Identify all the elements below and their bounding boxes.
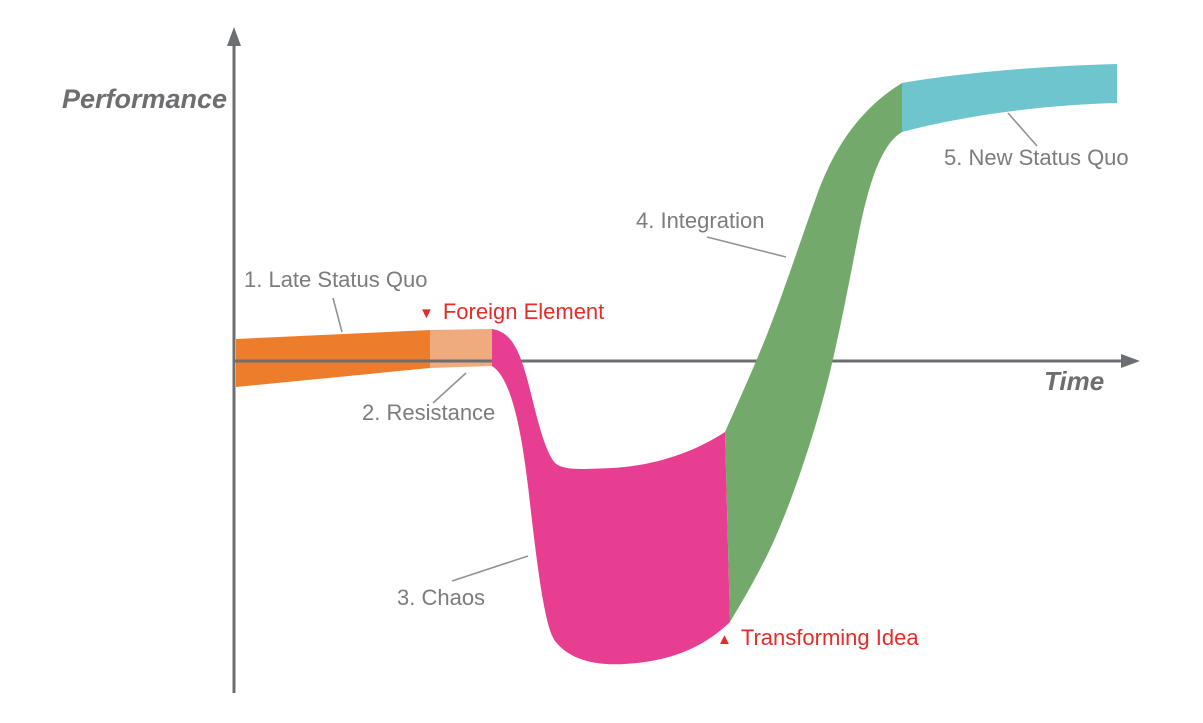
leader-line-chaos [451,555,529,582]
phase-label-late-status-quo: 1. Late Status Quo [244,267,428,292]
event-foreign-element-label: Foreign Element [442,299,605,324]
x-axis-label: Time [1044,366,1105,396]
y-axis-arrowhead [227,27,241,46]
phase-label-new-status-quo: 5. New Status Quo [944,145,1129,170]
leader-line-late-status-quo [332,297,343,333]
phase-band-resistance [430,329,492,368]
event-transforming-idea: ▲ Transforming Idea [717,625,919,651]
phase-band-chaos [492,329,730,665]
leader-line-new-status-quo [1007,112,1038,147]
phase-band-late-status-quo [236,330,430,387]
leader-line-integration [706,236,787,258]
phase-label-integration: 4. Integration [636,208,765,233]
up-triangle-icon: ▲ [717,630,732,648]
event-foreign-element: ▼ Foreign Element [419,299,604,325]
y-axis-label: Performance [62,84,228,114]
x-axis-arrowhead [1121,354,1140,368]
leader-line-resistance [432,372,467,404]
phase-label-resistance: 2. Resistance [362,400,496,425]
event-transforming-idea-label: Transforming Idea [740,625,919,650]
phase-band-integration [725,83,902,622]
axes [227,27,1140,693]
phase-band-new-status-quo [902,64,1117,132]
down-triangle-icon: ▼ [419,304,434,322]
phase-label-chaos: 3. Chaos [397,585,486,610]
